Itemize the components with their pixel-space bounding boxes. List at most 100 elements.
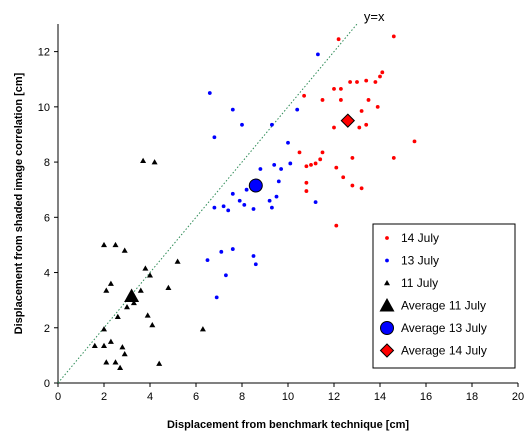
legend-marker [379,298,395,312]
legend-label: Average 11 July [401,299,486,313]
data-point [318,157,323,162]
data-point [336,37,341,42]
data-point [251,254,256,258]
data-point [348,80,352,84]
y-tick-label: 12 [38,47,50,59]
data-point [334,165,339,170]
data-point [107,338,114,344]
data-point [221,204,226,209]
data-point [313,200,318,205]
x-axis-label: Displacement from benchmark technique [c… [167,419,409,431]
legend-marker [384,280,390,286]
data-point [313,161,318,166]
legend-item: Average 13 July [380,321,487,335]
x-tick-label: 6 [193,391,199,403]
data-point [350,183,355,188]
data-point [350,156,355,160]
x-tick-label: 8 [239,391,245,403]
data-point [156,360,163,366]
legend-item: 13 July [385,254,439,268]
data-point [114,313,121,319]
data-point [320,150,325,155]
data-point [304,189,309,193]
x-tick-label: 14 [374,391,386,403]
data-point [219,249,224,254]
series-13-july [205,52,320,300]
legend-box [372,223,516,369]
data-point [103,359,110,365]
legend: 14 July 13 July 11 July Average 11 July Aver… [372,223,516,369]
legend-marker [385,258,389,263]
series-average-13-july [248,178,263,193]
legend-item: 11 July [384,276,438,290]
legend-label: 14 July [401,231,439,245]
data-point [237,198,242,203]
y-tick-label: 4 [44,268,50,280]
data-point [286,140,290,145]
x-tick-label: 18 [466,391,478,403]
legend-item: 14 July [385,231,439,245]
y-equals-x-label: y=x [364,9,385,24]
data-point [258,167,263,171]
data-point [112,359,119,365]
data-point [230,247,235,251]
axes: 0 2 4 6 8 10 12 14 16 18 20 0 2 4 6 8 10 12 Displacement f… [13,24,524,431]
y-equals-x-line [57,23,358,384]
data-point [244,187,249,192]
series-11-july [91,157,206,371]
data-point [334,223,339,228]
data-point [304,164,309,169]
y-tick-label: 0 [44,378,50,390]
x-tick-label: 12 [328,391,340,403]
data-point [391,156,396,160]
data-point [288,161,293,166]
data-point [214,295,219,300]
data-point [137,287,144,293]
data-point [341,175,346,180]
data-point [359,186,364,191]
data-point [124,304,130,310]
data-point [230,191,235,196]
data-point [276,179,281,184]
x-tick-label: 4 [147,391,153,403]
x-tick-label: 0 [55,391,61,403]
data-point [226,208,231,213]
data-point [378,74,382,79]
data-point [309,162,313,167]
data-point [339,98,343,102]
data-point [212,205,217,210]
data-points [91,34,417,371]
data-point [316,52,320,57]
data-point [142,265,149,271]
data-point [199,326,206,332]
x-tick-label: 16 [420,391,432,403]
data-point [242,202,247,207]
data-point [205,258,210,263]
data-point [124,288,140,303]
series-average-14-july [340,113,356,128]
data-point [302,93,306,98]
legend-marker [385,236,389,240]
data-point [267,198,272,203]
data-point [391,34,396,39]
data-point [103,287,110,293]
y-tick-label: 6 [44,212,50,224]
data-point [248,178,263,193]
data-point [380,70,385,75]
legend-item: Average 14 July [379,343,487,358]
data-point [355,80,359,84]
y-axis-label: Displacement from shaded image correlati… [13,72,25,334]
data-point [375,104,380,109]
x-tick-label: 10 [282,391,294,403]
legend-label: Average 13 July [401,321,487,335]
data-point [119,344,126,350]
data-point [332,125,336,130]
data-point [117,364,124,371]
legend-label: 11 July [401,276,438,290]
data-point [297,150,302,155]
data-point [366,98,371,102]
data-point [101,342,107,348]
series-average-11-july [124,288,140,303]
data-point [91,342,98,348]
data-point [274,194,279,199]
